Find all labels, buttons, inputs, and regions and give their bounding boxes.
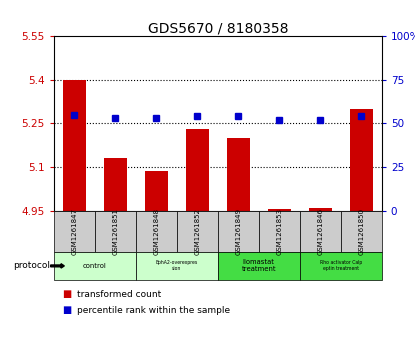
Text: GSM1261846: GSM1261846 [317,208,323,255]
Bar [309,208,332,211]
Title: GDS5670 / 8180358: GDS5670 / 8180358 [148,21,288,35]
Bar [268,209,290,211]
Text: percentile rank within the sample: percentile rank within the sample [77,306,230,315]
Text: GSM1261853: GSM1261853 [276,208,282,255]
Bar [145,171,168,211]
Text: GSM1261849: GSM1261849 [235,208,242,255]
Text: ■: ■ [62,289,71,299]
Bar [186,129,209,211]
Text: ■: ■ [62,305,71,315]
Text: EphA2-overexpres
sion: EphA2-overexpres sion [156,261,198,271]
Text: GSM1261848: GSM1261848 [154,208,159,255]
Bar [350,109,373,211]
Text: GSM1261847: GSM1261847 [71,208,78,255]
Bar [104,158,127,211]
Bar [63,80,86,211]
Text: GSM1261852: GSM1261852 [194,208,200,255]
Bar [227,138,250,211]
Text: Rho activator Calp
eptin treatment: Rho activator Calp eptin treatment [320,261,362,271]
Text: GSM1261850: GSM1261850 [358,208,364,255]
Text: GSM1261851: GSM1261851 [112,208,118,255]
Text: Ilomastat
treatment: Ilomastat treatment [242,260,276,272]
Text: control: control [83,263,107,269]
Text: protocol: protocol [13,261,50,270]
Text: transformed count: transformed count [77,290,161,298]
